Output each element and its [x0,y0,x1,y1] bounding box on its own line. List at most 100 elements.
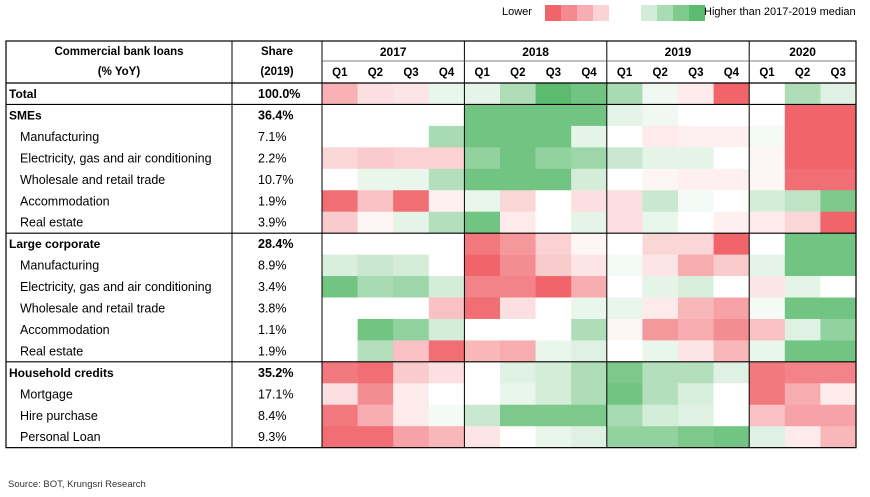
heatmap-cell [713,83,750,105]
heatmap-cell [535,125,572,148]
heatmap-cell [642,125,679,148]
year-header: 2017 [380,45,407,59]
heatmap-cell [749,340,786,363]
heatmap-cell [393,104,430,127]
heatmap-cell [322,233,358,255]
heatmap-cell [642,190,679,212]
heatmap-cell [678,147,714,170]
year-header: 2018 [522,45,549,59]
heatmap-cell [535,147,572,170]
heatmap-cell [393,233,430,255]
heatmap-cell [749,404,786,427]
row-label: Accommodation [20,323,110,337]
heatmap-cell [464,426,501,448]
heatmap-cell [322,125,358,148]
heatmap-cell [357,276,394,298]
heatmap-cell [322,361,358,384]
share-value: 1.9% [258,344,287,358]
heatmap-cell [428,233,465,255]
heatmap-cell [428,404,465,427]
heatmap-cell [606,426,643,448]
heatmap-cell [428,318,465,341]
heatmap-cell [749,383,786,406]
heatmap-cell [784,83,821,105]
heatmap-cell [500,276,536,298]
heatmap-cell [784,297,821,320]
share-value: 2.2% [258,151,287,165]
heatmap-cell [322,383,358,406]
quarter-header: Q2 [795,67,810,79]
quarter-header: Q3 [546,67,561,79]
heatmap-cell [500,361,536,384]
heatmap-cell [713,383,750,406]
heatmap-cell [713,125,750,148]
legend-swatch [625,5,641,21]
heatmap-cell [713,340,750,363]
heatmap-cell [713,318,750,341]
heatmap-cell [713,426,750,448]
heatmap-cell [500,147,536,170]
heatmap-cell [464,83,501,105]
row-label: SMEs [9,108,42,122]
heatmap-cell [464,168,501,191]
heatmap-cell [820,125,857,148]
heatmap-cell [749,168,786,191]
heatmap-cell [357,233,394,255]
heatmap-cell [713,211,750,234]
heatmap-cell [606,104,643,127]
heatmap-cell [322,254,358,277]
heatmap-cell [820,340,857,363]
share-value: 28.4% [258,237,293,251]
row-label: Hire purchase [20,409,98,423]
heatmap-cell [322,104,358,127]
quarter-header: Q3 [403,67,418,79]
heatmap-cell [464,147,501,170]
heatmap-cell [784,254,821,277]
heatmap-cell [535,83,572,105]
heatmap-cell [713,276,750,298]
heatmap-cell [535,168,572,191]
heatmap-cell [642,147,679,170]
heatmap-cell [820,318,857,341]
share-value: 3.9% [258,216,287,230]
heatmap-cell [642,276,679,298]
heatmap-cell [784,361,821,384]
heatmap-cell [678,276,714,298]
header-share-line1: Share [261,46,293,58]
heatmap-cell [393,125,430,148]
heatmap-cell [571,211,608,234]
heatmap-cell [678,211,714,234]
heatmap-cell [428,211,465,234]
heatmap-cell [322,276,358,298]
row-label: Accommodation [20,194,110,208]
heatmap-cell [357,104,394,127]
heatmap-cell [464,211,501,234]
heatmap-cell [500,125,536,148]
heatmap-cell [428,426,465,448]
share-value: 36.4% [258,108,293,122]
share-value: 10.7% [258,173,293,187]
heatmap-cell [464,297,501,320]
heatmap-cell [784,383,821,406]
heatmap-cell [749,297,786,320]
heatmap-cell [749,147,786,170]
heatmap-cell [500,211,536,234]
heatmap-cell [428,104,465,127]
heatmap-cell [393,254,430,277]
heatmap-cell [571,340,608,363]
heatmap-cell [500,404,536,427]
heatmap-cell [428,168,465,191]
quarter-header: Q1 [332,67,348,79]
heatmap-cell [749,233,786,255]
row-label: Manufacturing [20,259,99,273]
heatmap-cell [820,233,857,255]
heatmap-cell [606,297,643,320]
row-label: Manufacturing [20,130,99,144]
heatmap-cell [393,340,430,363]
heatmap-cell [820,361,857,384]
heatmap-cell [784,104,821,127]
heatmap-cell [357,168,394,191]
heatmap-cell [357,211,394,234]
heatmap-cell [535,383,572,406]
quarter-header: Q1 [759,67,775,79]
